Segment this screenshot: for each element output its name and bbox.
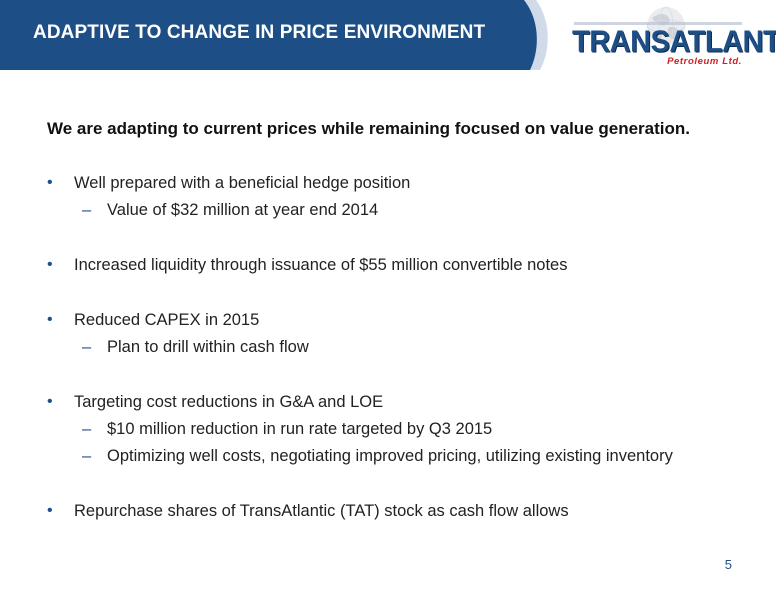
bullet-text: Targeting cost reductions in G&A and LOE [74, 393, 384, 411]
globe-icon [574, 6, 742, 46]
page-title: ADAPTIVE TO CHANGE IN PRICE ENVIRONMENT [33, 22, 486, 43]
lead-statement: We are adapting to current prices while … [47, 119, 690, 138]
dash-icon: – [82, 420, 92, 438]
bullet-icon: • [47, 393, 53, 410]
header-background [0, 0, 548, 70]
sub-bullet-text: Plan to drill within cash flow [107, 338, 309, 356]
bullet-icon: • [47, 174, 53, 191]
dash-icon: – [82, 338, 92, 356]
company-logo: TRANSATLANTIC Petroleum Ltd. [568, 4, 776, 67]
sub-bullet-text: Value of $32 million at year end 2014 [107, 201, 379, 219]
bullet-text: Increased liquidity through issuance of … [74, 256, 568, 274]
page-number: 5 [724, 557, 732, 572]
dash-icon: – [82, 447, 92, 465]
logo-wordmark: TRANSATLANTIC [572, 25, 776, 59]
header-bar: ADAPTIVE TO CHANGE IN PRICE ENVIRONMENT [0, 0, 776, 70]
sub-bullet-text: Optimizing well costs, negotiating impro… [107, 447, 673, 465]
sub-bullet-text: $10 million reduction in run rate target… [107, 420, 493, 438]
bullet-icon: • [47, 256, 53, 273]
bullet-icon: • [47, 502, 53, 519]
bullet-text: Well prepared with a beneficial hedge po… [74, 174, 411, 192]
bullet-text: Repurchase shares of TransAtlantic (TAT)… [74, 502, 569, 520]
logo-subtitle: Petroleum Ltd. [667, 56, 742, 67]
bullet-icon: • [47, 311, 53, 328]
dash-icon: – [82, 201, 92, 219]
bullet-text: Reduced CAPEX in 2015 [74, 311, 260, 329]
